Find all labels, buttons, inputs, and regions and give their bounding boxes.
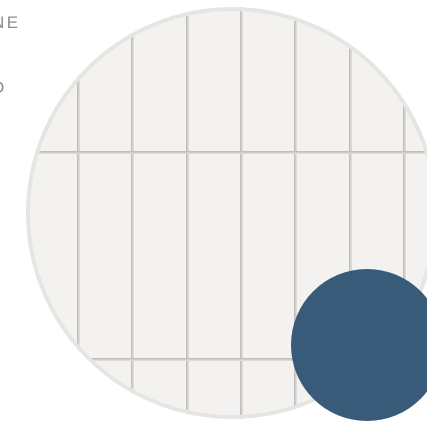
swatch-edge-shade: [26, 7, 427, 419]
color-dot: [291, 269, 427, 421]
cropped-heading-line-1: NE: [0, 13, 21, 32]
cropped-heading-line-2: D: [0, 78, 7, 98]
grout-line-horizontal-lower: [26, 358, 427, 361]
grout-line-horizontal-upper: [26, 151, 427, 154]
grout-lines-middle: [77, 154, 406, 359]
